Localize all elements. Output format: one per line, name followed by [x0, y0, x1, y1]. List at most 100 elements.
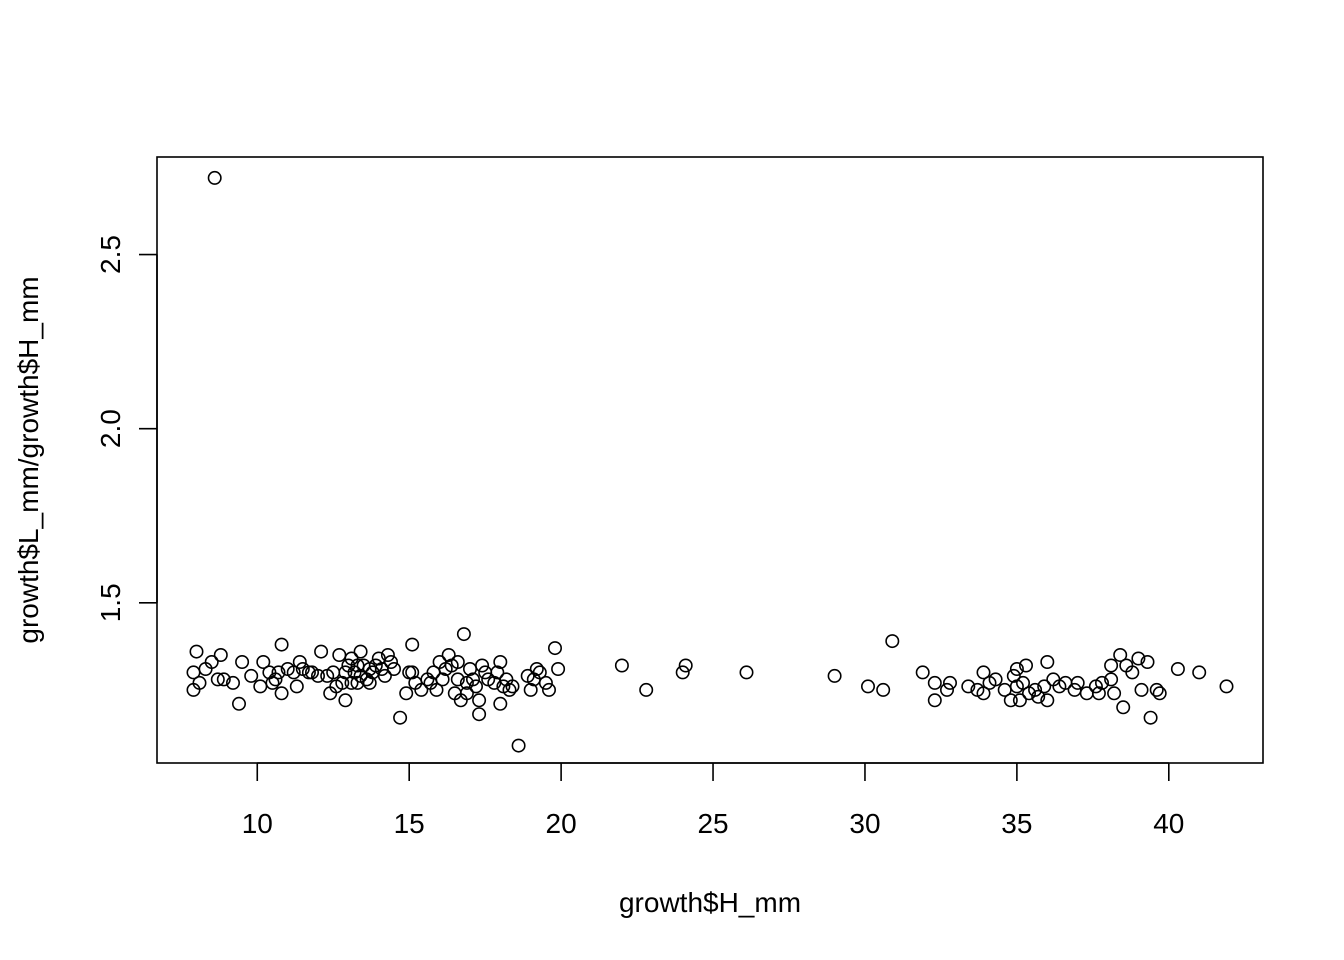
data-point — [547, 641, 562, 656]
data-point — [286, 665, 301, 680]
data-point — [429, 682, 444, 697]
data-point — [523, 682, 538, 697]
y-tick-label: 1.5 — [95, 583, 126, 622]
data-point — [1015, 675, 1030, 690]
data-point — [292, 654, 307, 669]
x-tick-label: 30 — [849, 808, 880, 839]
data-point — [1009, 661, 1024, 676]
data-point — [1113, 647, 1128, 662]
data-point — [961, 679, 976, 694]
data-point — [942, 675, 957, 690]
data-point — [1006, 668, 1021, 683]
data-point — [532, 665, 547, 680]
data-point — [1104, 672, 1119, 687]
data-point — [511, 738, 526, 753]
data-point — [1031, 689, 1046, 704]
data-point — [472, 707, 487, 722]
x-tick-label: 35 — [1001, 808, 1032, 839]
data-point — [1040, 693, 1055, 708]
data-point — [204, 654, 219, 669]
data-point — [1018, 658, 1033, 673]
data-point — [435, 672, 450, 687]
data-point — [414, 682, 429, 697]
data-point — [927, 693, 942, 708]
x-axis-title: growth$H_mm — [619, 887, 801, 918]
data-point — [876, 682, 891, 697]
data-point — [189, 644, 204, 659]
data-point — [210, 672, 225, 687]
data-point — [885, 634, 900, 649]
data-point — [1219, 679, 1234, 694]
y-axis: 1.5 2.0 2.5 — [95, 235, 158, 622]
data-point — [1116, 700, 1131, 715]
data-point — [1107, 686, 1122, 701]
data-point — [235, 654, 250, 669]
data-point — [915, 665, 930, 680]
data-point — [1040, 654, 1055, 669]
data-point — [450, 672, 465, 687]
data-point — [1149, 682, 1164, 697]
data-point — [1003, 693, 1018, 708]
data-point — [353, 644, 368, 659]
data-point — [338, 693, 353, 708]
data-point — [678, 658, 693, 673]
data-point — [386, 661, 401, 676]
data-point — [976, 665, 991, 680]
data-point — [393, 710, 408, 725]
y-tick-label: 2.5 — [95, 235, 126, 274]
data-point — [216, 672, 231, 687]
data-point — [675, 665, 690, 680]
x-tick-label: 25 — [697, 808, 728, 839]
data-point — [1028, 682, 1043, 697]
data-point — [505, 679, 520, 694]
data-point — [468, 679, 483, 694]
data-point — [493, 654, 508, 669]
data-point — [335, 675, 350, 690]
x-tick-label: 10 — [242, 808, 273, 839]
data-point — [1152, 686, 1167, 701]
data-point — [289, 679, 304, 694]
data-point — [310, 668, 325, 683]
data-point — [344, 675, 359, 690]
data-point — [1104, 658, 1119, 673]
data-point — [1140, 654, 1155, 669]
data-point — [541, 682, 556, 697]
data-point — [232, 696, 247, 711]
data-point — [226, 675, 241, 690]
data-point — [268, 672, 283, 687]
data-point — [472, 693, 487, 708]
data-point — [274, 686, 289, 701]
data-point — [405, 665, 420, 680]
data-point — [1192, 665, 1207, 680]
data-point — [377, 668, 392, 683]
data-point — [1125, 665, 1140, 680]
data-point — [256, 654, 271, 669]
data-point — [1134, 682, 1149, 697]
data-point — [450, 654, 465, 669]
data-point — [207, 170, 222, 185]
data-point — [456, 627, 471, 642]
data-point — [1095, 675, 1110, 690]
data-point — [383, 654, 398, 669]
data-point — [1143, 710, 1158, 725]
data-point — [362, 675, 377, 690]
data-point — [465, 672, 480, 687]
x-axis: 10 15 20 25 30 35 40 — [242, 762, 1184, 839]
data-point — [213, 647, 228, 662]
data-point — [405, 637, 420, 652]
y-tick-label: 2.0 — [95, 409, 126, 448]
data-point — [1037, 679, 1052, 694]
data-point — [538, 675, 553, 690]
data-point — [1091, 686, 1106, 701]
data-point — [265, 675, 280, 690]
data-point — [338, 665, 353, 680]
data-point — [244, 668, 259, 683]
data-point — [1170, 661, 1185, 676]
data-point — [502, 682, 517, 697]
data-point — [192, 675, 207, 690]
data-point — [475, 658, 490, 673]
data-point — [441, 647, 456, 662]
data-point — [529, 661, 544, 676]
